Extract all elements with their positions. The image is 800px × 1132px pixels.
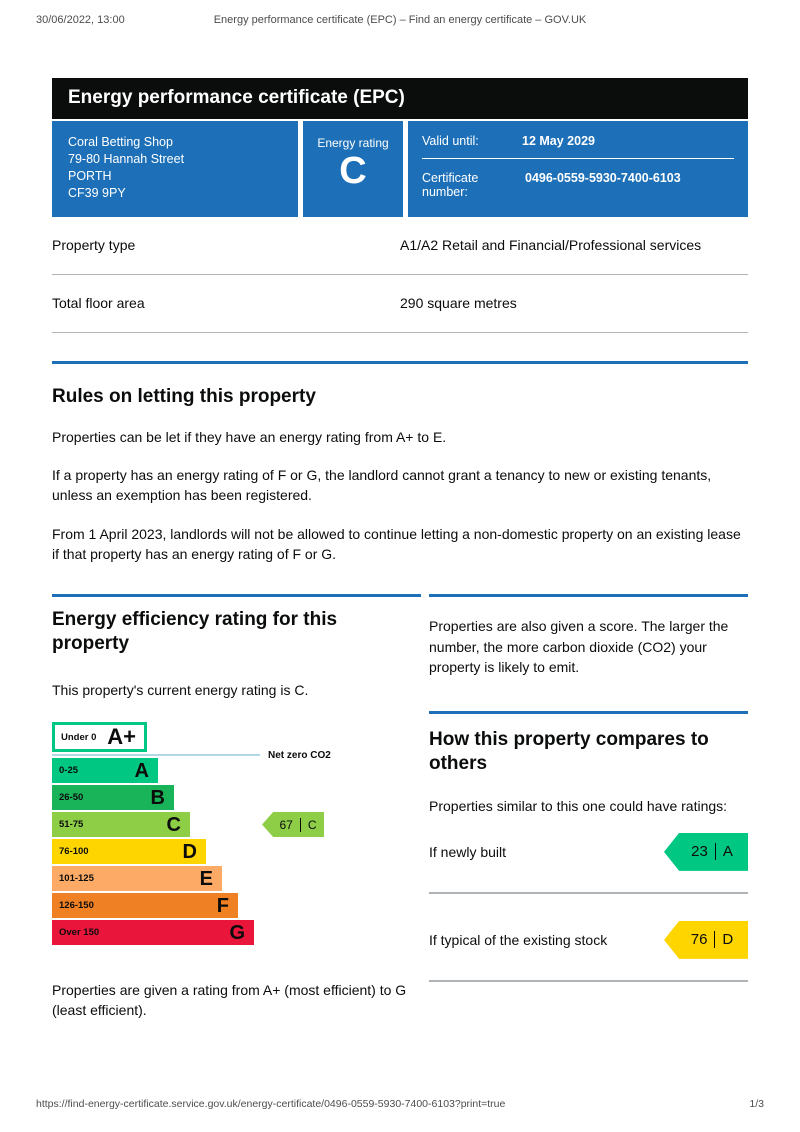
- compare-band: D: [714, 931, 733, 949]
- energy-rating-box: Energy rating C: [303, 121, 403, 217]
- score-explanation: Properties are also given a score. The l…: [429, 618, 729, 675]
- band-letter: D: [182, 840, 197, 863]
- rules-paragraph: If a property has an energy rating of F …: [52, 467, 712, 504]
- address-line: CF39 9PY: [68, 185, 126, 200]
- list-item: If newly built 23 A: [429, 830, 748, 874]
- band-letter: C: [166, 813, 181, 836]
- band-letter: A: [134, 759, 149, 782]
- band-range-label: 51-75: [59, 819, 84, 831]
- band-range-label: 0-25: [59, 765, 79, 777]
- epc-band-c: 51-75 C: [52, 812, 190, 838]
- print-timestamp: 30/06/2022, 13:00: [36, 14, 125, 26]
- validity-divider: [422, 158, 734, 159]
- certificate-content: Energy performance certificate (EPC) Cor…: [52, 78, 748, 1021]
- epc-band-f: 126-150 F: [52, 893, 238, 919]
- rating-tag-existing-stock: 76 D: [664, 920, 748, 959]
- current-rating-tag: 67 C: [262, 812, 324, 838]
- band-letter: E: [199, 867, 213, 890]
- compare-score: 23: [691, 843, 708, 861]
- compare-intro: Properties similar to this one could hav…: [429, 797, 728, 814]
- band-range-label: Over 150: [59, 927, 100, 939]
- current-score: 67: [279, 817, 293, 832]
- compare-score: 76: [690, 931, 708, 949]
- epc-rating-chart: Under 0 A+ Net zero CO2 0-25 A 26-50 B 51-75…: [52, 722, 421, 950]
- rules-paragraph: Properties can be let if they have an en…: [52, 428, 447, 445]
- epc-band-a-plus: Under 0 A+: [52, 722, 147, 753]
- list-item: If typical of the existing stock 76 D: [429, 918, 748, 962]
- floor-area-value: 290 square metres: [400, 295, 517, 311]
- document-title: Energy performance certificate (EPC) – F…: [213, 14, 587, 26]
- property-address: Coral Betting Shop 79-80 Hannah Street P…: [52, 121, 298, 217]
- certificate-banner: Energy performance certificate (EPC): [52, 78, 748, 119]
- list-divider: [429, 891, 748, 894]
- epc-band-g: Over 150 G: [52, 920, 254, 946]
- valid-until-date: 12 May 2029: [522, 134, 595, 148]
- rating-column: Energy efficiency rating for this proper…: [52, 594, 421, 1020]
- current-band: C: [299, 817, 317, 832]
- band-letter: G: [229, 921, 245, 944]
- band-range-label: 126-150: [59, 900, 94, 912]
- epc-band-a: 0-25 A: [52, 758, 158, 784]
- band-letter: A+: [107, 724, 136, 750]
- table-row: Property type A1/A2 Retail and Financial…: [52, 217, 748, 275]
- epc-band-e: 101-125 E: [52, 866, 222, 892]
- footer-url: https://find-energy-certificate.service.…: [36, 1098, 506, 1110]
- rules-heading: Rules on letting this property: [52, 386, 316, 407]
- section-divider: [429, 711, 748, 715]
- band-letter: F: [216, 894, 229, 917]
- current-rating-text: This property's current energy rating is…: [52, 681, 309, 698]
- net-zero-label: Net zero CO2: [268, 749, 331, 761]
- certificate-number-row: Certificate number: 0496-0559-5930-7400-…: [422, 171, 734, 199]
- band-range-label: 26-50: [59, 792, 84, 804]
- compare-column: Properties are also given a score. The l…: [429, 594, 748, 1020]
- validity-box: Valid until: 12 May 2029 Certificate num…: [408, 121, 748, 217]
- compare-band: A: [714, 843, 733, 861]
- rating-footnote: Properties are given a rating from A+ (m…: [52, 982, 407, 1019]
- page-number: 1/3: [749, 1098, 764, 1110]
- rating-heading: Energy efficiency rating for this proper…: [52, 609, 338, 654]
- compare-label-existing-stock: If typical of the existing stock: [429, 931, 608, 948]
- band-range-label: 76-100: [59, 846, 89, 858]
- compare-heading: How this property compares to others: [429, 729, 709, 774]
- energy-rating-label: Energy rating: [317, 136, 389, 150]
- compare-label-newly-built: If newly built: [429, 843, 507, 860]
- net-zero-line: [52, 754, 260, 757]
- valid-until-label: Valid until:: [422, 134, 479, 148]
- epc-bands: 0-25 A 26-50 B 51-75 C 76-100 D 101-125 E 126-150 F…: [52, 758, 421, 946]
- rules-paragraph: From 1 April 2023, landlords will not be…: [52, 525, 741, 562]
- browser-print-header: 30/06/2022, 13:00 Energy performance cer…: [0, 14, 800, 30]
- band-range-label: Under 0: [61, 731, 97, 743]
- epc-band-d: 76-100 D: [52, 839, 206, 865]
- property-type-label: Property type: [52, 237, 136, 253]
- certificate-number-label: Certificate number:: [422, 171, 479, 199]
- epc-band-b: 26-50 B: [52, 785, 174, 811]
- rating-tag-newly-built: 23 A: [664, 832, 748, 871]
- band-letter: B: [150, 786, 165, 809]
- two-column-section: Energy efficiency rating for this proper…: [52, 594, 748, 1020]
- address-line: PORTH: [68, 168, 112, 183]
- address-line: 79-80 Hannah Street: [68, 151, 185, 166]
- band-range-label: 101-125: [59, 873, 94, 885]
- section-divider: [52, 361, 748, 364]
- list-divider: [429, 979, 748, 982]
- net-zero-marker: Net zero CO2: [52, 749, 421, 761]
- browser-print-footer: https://find-energy-certificate.service.…: [36, 1098, 764, 1110]
- table-row: Total floor area 290 square metres: [52, 275, 748, 333]
- certificate-summary: Coral Betting Shop 79-80 Hannah Street P…: [52, 121, 748, 217]
- floor-area-label: Total floor area: [52, 295, 145, 311]
- valid-until-row: Valid until: 12 May 2029: [422, 134, 734, 148]
- property-type-value: A1/A2 Retail and Financial/Professional …: [400, 237, 702, 253]
- address-line: Coral Betting Shop: [68, 135, 173, 149]
- energy-rating-value: C: [339, 150, 367, 192]
- certificate-number-value: 0496-0559-5930-7400-6103: [525, 171, 681, 185]
